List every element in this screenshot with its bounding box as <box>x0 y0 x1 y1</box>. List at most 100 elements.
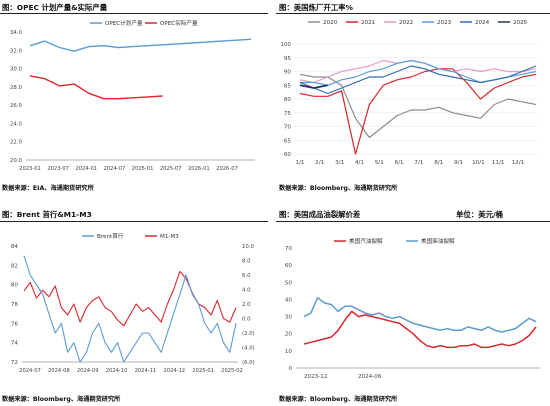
x-tick-label: 2024-09 <box>77 368 99 374</box>
y-tick-label-right: (6.0) <box>242 360 255 366</box>
y-tick-label-left: 84 <box>11 244 19 250</box>
y-tick-label: 50 <box>285 280 293 286</box>
y-tick-label: 20 <box>285 332 293 338</box>
y-tick-label-right: 0.0 <box>242 317 251 323</box>
panel-3-source: 数据来源：Bloomberg、海通期货研究所 <box>2 396 121 403</box>
y-tick-label-left: 72 <box>11 360 18 366</box>
y-tick-label: 34.0 <box>10 30 23 36</box>
series-line-4 <box>299 65 537 95</box>
panel-4-title: 图：美国成品油裂解价差 <box>279 210 361 219</box>
y-tick-label: 70 <box>285 246 293 252</box>
x-tick-label: 10/1 <box>472 160 485 166</box>
y-tick-label: 10 <box>285 349 293 355</box>
chart-us-crack-spreads: 0 10 20 30 40 50 60 70 2023-12 2024-06 美国汽油裂解 美国柴油裂… <box>285 237 540 380</box>
y-tick-label: 40 <box>285 297 293 303</box>
chart-brent-m1-m3: 72 74 76 78 80 82 84 (6.0) (4.0) (2.0) 0.0 2.0 4.0 6.… <box>11 232 255 374</box>
x-tick-label: 4/1 <box>355 160 364 166</box>
x-tick-label: 1/1 <box>295 160 304 166</box>
panel-1-source: 数据来源：EIA、海通期货研究所 <box>2 185 94 192</box>
y-tick-label: 65 <box>284 138 292 144</box>
x-tick-label: 2024-11 <box>135 368 157 374</box>
y-tick-label-left: 74 <box>11 341 19 347</box>
y-tick-label: 60 <box>284 152 292 158</box>
series-line-1 <box>303 296 537 333</box>
x-tick-label: 2024-10 <box>106 368 128 374</box>
x-tick-label: 11/1 <box>492 160 505 166</box>
chart-us-refinery-utilization: 60 65 70 75 80 85 90 95 100 1/1 2/1 3/1 4/1 5/1 6/1 7/1… <box>280 20 538 166</box>
y-tick-label: 0 <box>288 366 292 372</box>
x-tick-label: 2024-07 <box>19 368 41 374</box>
chart-opec-production: 20.0 22.0 24.0 26.0 28.0 30.0 32.0 34.0 2023-01 2… <box>10 19 255 172</box>
x-tick-label: 2024-08 <box>48 368 70 374</box>
panel-1-title: 图：OPEC 计划产量&实际产量 <box>2 3 108 12</box>
y-tick-label-right: 6.0 <box>242 273 251 279</box>
x-tick-label: 6/1 <box>395 160 404 166</box>
y-tick-label: 90 <box>284 70 292 76</box>
x-tick-label: 2026-07 <box>216 166 238 172</box>
x-tick-label: 7/1 <box>414 160 423 166</box>
y-tick-label-right: 8.0 <box>242 259 251 265</box>
panel-2-rule <box>276 13 550 14</box>
series-line-0 <box>299 73 537 139</box>
panel-3-title: 图：Brent 首行&M1-M3 <box>2 210 92 219</box>
y-tick-label-left: 82 <box>11 263 18 269</box>
legend-label-0: 2020 <box>323 20 338 26</box>
y-tick-label-right: 10.0 <box>242 244 255 250</box>
series-line-1 <box>299 68 537 155</box>
panel-2-source: 数据来源：Bloomberg、海通期货研究所 <box>279 185 398 192</box>
series-line-1 <box>29 75 163 100</box>
y-tick-label-right: 2.0 <box>242 302 251 308</box>
x-tick-label: 2024-07 <box>104 166 126 172</box>
panel-4-source: 数据来源：Bloomberg、海通期货研究所 <box>279 396 398 403</box>
panel-1-rule <box>0 13 268 14</box>
panel-4-unit: 单位：美元/桶 <box>456 210 504 219</box>
series-line-0 <box>23 255 237 363</box>
legend-label-1: 2021 <box>361 20 376 26</box>
x-tick-label: 8/1 <box>434 160 443 166</box>
legend-label-1: M1-M3 <box>160 234 179 240</box>
y-tick-label-left: 78 <box>11 302 19 308</box>
legend-label-4: 2024 <box>475 20 490 26</box>
y-tick-label-left: 76 <box>11 321 19 327</box>
x-tick-label: 2025-02 <box>221 368 243 374</box>
y-tick-label: 28.0 <box>10 85 23 91</box>
y-tick-label-right: (4.0) <box>242 346 255 352</box>
x-tick-label: 12/1 <box>512 160 525 166</box>
legend-label-0: 美国汽油裂解 <box>349 237 383 245</box>
x-tick-label: 3/1 <box>335 160 344 166</box>
x-tick-label: 2025-07 <box>160 166 182 172</box>
panel-3-rule <box>0 221 268 222</box>
y-tick-label: 95 <box>284 56 292 62</box>
y-tick-label: 32.0 <box>10 48 23 54</box>
panel-2-title: 图：美国炼厂开工率% <box>279 3 353 12</box>
y-tick-label: 80 <box>284 97 292 103</box>
series-line-0 <box>29 38 252 52</box>
x-tick-label: 2026-01 <box>188 166 210 172</box>
legend-label-0: Brent首行 <box>97 232 124 240</box>
y-tick-label: 24.0 <box>10 121 23 127</box>
x-tick-label: 2025-01 <box>132 166 154 172</box>
y-tick-label: 75 <box>284 111 292 117</box>
y-tick-label: 60 <box>285 263 293 269</box>
legend-label-1: 美国柴油裂解 <box>421 237 455 245</box>
legend-label-2: 2022 <box>399 20 413 26</box>
y-tick-label: 30 <box>285 315 293 321</box>
series-line-1 <box>23 270 237 327</box>
y-tick-label: 30.0 <box>10 67 23 73</box>
series-line-5 <box>299 84 328 89</box>
series-line-0 <box>303 310 537 349</box>
y-tick-label: 70 <box>284 125 292 131</box>
x-tick-label: 2025-01 <box>192 368 214 374</box>
y-tick-label: 26.0 <box>10 103 23 109</box>
x-tick-label: 2023-01 <box>19 166 41 172</box>
y-tick-label: 85 <box>284 83 292 89</box>
legend-label-0: OPEC计划产量 <box>105 19 143 27</box>
y-tick-label-left: 80 <box>11 283 19 289</box>
legend-label-3: 2023 <box>437 20 452 26</box>
x-tick-label: 9/1 <box>454 160 463 166</box>
y-tick-label: 22.0 <box>10 140 23 146</box>
legend-label-1: OPEC实际产量 <box>160 19 198 27</box>
y-tick-label: 20.0 <box>10 158 23 164</box>
panel-4-rule <box>276 221 550 222</box>
x-tick-label: 2023-12 <box>304 374 327 380</box>
